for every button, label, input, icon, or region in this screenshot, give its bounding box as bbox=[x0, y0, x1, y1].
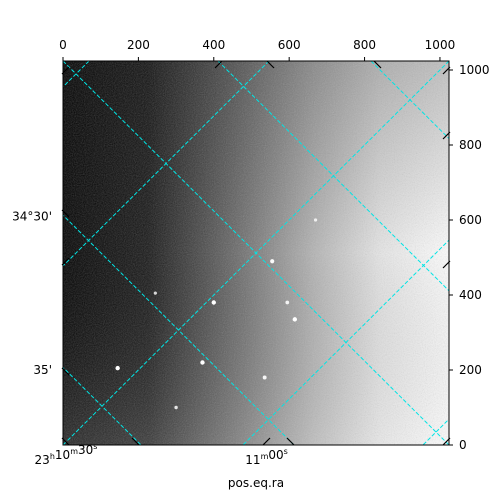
star-group bbox=[115, 218, 318, 410]
plot-frame bbox=[62, 60, 450, 446]
ra-label-unit: h bbox=[50, 452, 55, 461]
star-point bbox=[285, 300, 290, 305]
x-tick-label: 800 bbox=[353, 38, 376, 52]
x-tick-label: 400 bbox=[202, 38, 225, 52]
ra-label-number: 11 bbox=[245, 453, 260, 467]
dec-label-2: 35' bbox=[33, 363, 52, 377]
wcs-tick-mark bbox=[373, 60, 382, 69]
coordinate-grid bbox=[63, 61, 449, 445]
ra-label-unit: s bbox=[284, 447, 288, 456]
x-tick-label: 1000 bbox=[425, 38, 456, 52]
ra-grid-line bbox=[63, 366, 142, 445]
dec-tick-labels: 34°30' 35' bbox=[12, 209, 52, 377]
star-point bbox=[174, 405, 178, 410]
ra-label-number: 00 bbox=[268, 448, 283, 462]
ra-label-unit: m bbox=[261, 452, 269, 461]
star-point bbox=[200, 360, 205, 365]
star-point bbox=[115, 365, 120, 371]
star-point bbox=[313, 218, 318, 222]
wcs-tick-mark bbox=[214, 60, 223, 69]
y-tick-label: 1000 bbox=[459, 63, 490, 77]
ra-label-number: 30 bbox=[78, 443, 93, 457]
star-point bbox=[262, 375, 267, 380]
star-point bbox=[211, 300, 216, 305]
wcs-edge-ticks bbox=[61, 60, 451, 446]
ra-label-1: 23h10m30s bbox=[35, 442, 98, 467]
ra-label-number: 23 bbox=[35, 453, 50, 467]
y-tick-label: 800 bbox=[459, 138, 482, 152]
ra-grid-line bbox=[217, 61, 449, 292]
ra-label-2: 11m00s bbox=[245, 447, 288, 467]
x-tick-label: 0 bbox=[59, 38, 67, 52]
x-tick-label: 200 bbox=[127, 38, 150, 52]
wcs-tick-mark bbox=[442, 437, 451, 446]
y-tick-label: 0 bbox=[459, 438, 467, 452]
wcs-tick-mark bbox=[61, 257, 70, 266]
ra-grid-line bbox=[370, 61, 449, 140]
ra-tick-labels: 23h10m30s 11m00s bbox=[35, 442, 288, 467]
dec-grid-line bbox=[242, 239, 449, 445]
wcs-tick-mark bbox=[262, 437, 271, 446]
wcs-tick-mark bbox=[442, 131, 451, 140]
wcs-tick-mark bbox=[131, 437, 140, 446]
dec-label-1: 34°30' bbox=[12, 209, 52, 223]
wcs-tick-mark bbox=[442, 66, 451, 75]
wcs-tick-mark bbox=[266, 60, 275, 69]
wcs-tick-mark bbox=[61, 367, 70, 376]
x-axis-label: pos.eq.ra bbox=[228, 476, 284, 490]
right-pixel-axis: 0 200 400 600 800 1000 bbox=[449, 63, 490, 452]
ra-label-unit: s bbox=[93, 442, 97, 451]
star-point bbox=[270, 259, 275, 264]
wcs-tick-mark bbox=[61, 437, 70, 446]
y-tick-label: 400 bbox=[459, 288, 482, 302]
dec-grid-line bbox=[63, 61, 270, 267]
y-tick-label: 600 bbox=[459, 213, 482, 227]
wcs-tick-mark bbox=[61, 209, 70, 218]
star-point bbox=[292, 317, 298, 322]
dec-grid-line bbox=[63, 61, 449, 445]
star-point bbox=[153, 291, 157, 295]
ra-grid-line bbox=[63, 214, 295, 445]
x-tick-label: 600 bbox=[278, 38, 301, 52]
y-tick-label: 200 bbox=[459, 363, 482, 377]
wcs-tick-mark bbox=[442, 260, 451, 269]
ra-label-unit: m bbox=[70, 447, 78, 456]
ra-label-number: 10 bbox=[55, 448, 70, 462]
wcs-tick-mark bbox=[61, 66, 70, 75]
wcs-tick-mark bbox=[286, 437, 295, 446]
top-pixel-axis: 0 200 400 600 800 1000 bbox=[59, 38, 455, 61]
